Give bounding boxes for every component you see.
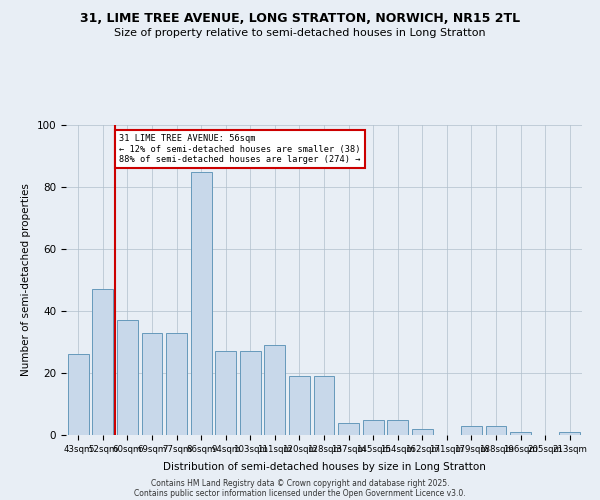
Bar <box>289 376 310 435</box>
Bar <box>362 420 383 435</box>
Bar <box>412 429 433 435</box>
Bar <box>92 290 113 435</box>
Text: 31 LIME TREE AVENUE: 56sqm
← 12% of semi-detached houses are smaller (38)
88% of: 31 LIME TREE AVENUE: 56sqm ← 12% of semi… <box>119 134 361 164</box>
Bar <box>166 332 187 435</box>
X-axis label: Distribution of semi-detached houses by size in Long Stratton: Distribution of semi-detached houses by … <box>163 462 485 472</box>
Bar <box>240 352 261 435</box>
Y-axis label: Number of semi-detached properties: Number of semi-detached properties <box>21 184 31 376</box>
Bar <box>265 345 286 435</box>
Text: 31, LIME TREE AVENUE, LONG STRATTON, NORWICH, NR15 2TL: 31, LIME TREE AVENUE, LONG STRATTON, NOR… <box>80 12 520 26</box>
Bar <box>461 426 482 435</box>
Bar <box>338 422 359 435</box>
Bar <box>387 420 408 435</box>
Bar <box>142 332 163 435</box>
Bar <box>215 352 236 435</box>
Bar <box>485 426 506 435</box>
Text: Contains HM Land Registry data © Crown copyright and database right 2025.: Contains HM Land Registry data © Crown c… <box>151 478 449 488</box>
Text: Size of property relative to semi-detached houses in Long Stratton: Size of property relative to semi-detach… <box>114 28 486 38</box>
Bar <box>191 172 212 435</box>
Bar <box>68 354 89 435</box>
Text: Contains public sector information licensed under the Open Government Licence v3: Contains public sector information licen… <box>134 488 466 498</box>
Bar <box>510 432 531 435</box>
Bar <box>314 376 334 435</box>
Bar <box>559 432 580 435</box>
Bar <box>117 320 138 435</box>
